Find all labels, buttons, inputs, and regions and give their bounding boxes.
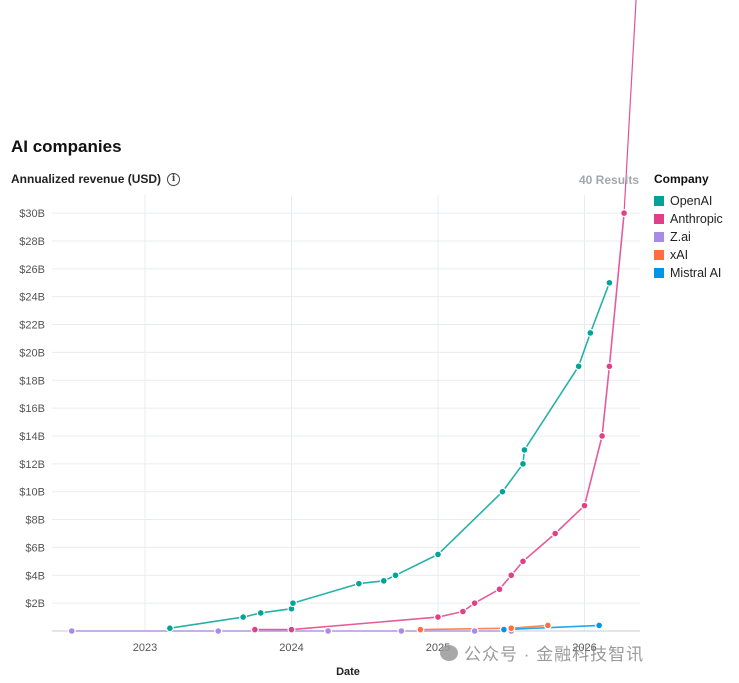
- data-point[interactable]: [470, 626, 479, 635]
- watermark: 公众号 · 金融科技智讯: [440, 640, 644, 665]
- x-tick-label: 2024: [279, 642, 303, 654]
- y-tick-label: $2B: [25, 598, 45, 610]
- data-point[interactable]: [379, 576, 388, 585]
- y-tick-label: $22B: [19, 320, 45, 332]
- legend-label: Anthropic: [670, 212, 723, 226]
- data-point[interactable]: [580, 501, 589, 510]
- data-point[interactable]: [287, 625, 296, 634]
- data-point[interactable]: [165, 624, 174, 633]
- x-tick-label: 2026: [572, 642, 596, 654]
- data-point[interactable]: [605, 278, 614, 287]
- gridlines: [52, 195, 640, 631]
- y-axis: $2B $4B $6B $8B $10B $12B $14B $16B $18B $20B $22B…: [19, 208, 45, 610]
- data-point[interactable]: [551, 529, 560, 538]
- data-point[interactable]: [256, 608, 265, 617]
- y-tick-label: $30B: [19, 208, 45, 220]
- y-tick-label: $4B: [25, 570, 45, 582]
- data-point[interactable]: [620, 209, 629, 218]
- data-point[interactable]: [214, 626, 223, 635]
- legend-label: xAI: [670, 248, 689, 262]
- data-point[interactable]: [354, 579, 363, 588]
- series-line-mistral-ai: [503, 624, 600, 631]
- data-point[interactable]: [498, 487, 507, 496]
- data-point[interactable]: [67, 626, 76, 635]
- metric-label-row: Annualized revenue (USD) i: [11, 172, 181, 186]
- data-point[interactable]: [595, 621, 604, 630]
- data-point[interactable]: [520, 445, 529, 454]
- y-tick-label: $24B: [19, 292, 45, 304]
- y-tick-label: $26B: [19, 264, 45, 276]
- y-tick-label: $12B: [19, 459, 45, 471]
- data-point[interactable]: [518, 557, 527, 566]
- x-axis-title: Date: [336, 666, 360, 678]
- data-point[interactable]: [239, 613, 248, 622]
- data-point[interactable]: [605, 362, 614, 371]
- y-axis-title: Annualized revenue (USD): [11, 172, 162, 186]
- data-point[interactable]: [586, 328, 595, 337]
- legend-label: Z.ai: [670, 230, 691, 244]
- legend-label: Mistral AI: [670, 266, 722, 280]
- chart-title: AI companies: [11, 137, 122, 156]
- data-point[interactable]: [495, 585, 504, 594]
- legend-title: Company: [654, 172, 709, 186]
- legend-item-mistral-ai[interactable]: Mistral AI: [654, 264, 739, 282]
- data-point[interactable]: [507, 571, 516, 580]
- legend-swatch: [654, 268, 664, 278]
- y-tick-label: $16B: [19, 403, 45, 415]
- legend-item-xai[interactable]: xAI: [654, 246, 739, 264]
- data-point[interactable]: [434, 550, 443, 559]
- y-tick-label: $28B: [19, 236, 45, 248]
- data-point[interactable]: [458, 607, 467, 616]
- series-line-openai: [169, 282, 611, 629]
- legend-label: OpenAI: [670, 194, 713, 208]
- y-tick-label: $8B: [25, 515, 45, 527]
- legend-swatch: [654, 214, 664, 224]
- y-tick-label: $18B: [19, 375, 45, 387]
- series-points: [67, 209, 629, 635]
- legend: Company OpenAI Anthropic Z.ai xAI Mistral AI: [654, 172, 739, 282]
- data-point[interactable]: [574, 362, 583, 371]
- data-point[interactable]: [434, 613, 443, 622]
- data-point[interactable]: [416, 625, 425, 634]
- data-point[interactable]: [391, 571, 400, 580]
- legend-item-openai[interactable]: OpenAI: [654, 192, 739, 210]
- y-tick-label: $20B: [19, 347, 45, 359]
- series-line-anthropic: [254, 213, 625, 631]
- data-point[interactable]: [397, 626, 406, 635]
- results-count: 40 Results: [579, 173, 640, 187]
- legend-swatch: [654, 232, 664, 242]
- y-tick-label: $14B: [19, 431, 45, 443]
- legend-swatch: [654, 196, 664, 206]
- info-icon[interactable]: i: [167, 172, 181, 186]
- legend-swatch: [654, 250, 664, 260]
- y-tick-label: $10B: [19, 487, 45, 499]
- data-point[interactable]: [324, 626, 333, 635]
- anthropic-trend-extension: [623, 0, 637, 214]
- data-point[interactable]: [598, 431, 607, 440]
- y-tick-label: $6B: [25, 542, 45, 554]
- data-point[interactable]: [507, 624, 516, 633]
- data-point[interactable]: [250, 625, 259, 634]
- x-tick-label: 2023: [133, 642, 157, 654]
- series-lines: [71, 0, 637, 632]
- data-point[interactable]: [543, 621, 552, 630]
- legend-item-anthropic[interactable]: Anthropic: [654, 210, 739, 228]
- data-point[interactable]: [499, 625, 508, 634]
- watermark-text: 公众号 · 金融科技智讯: [464, 645, 645, 664]
- data-point[interactable]: [470, 599, 479, 608]
- data-point[interactable]: [288, 599, 297, 608]
- legend-item-z-ai[interactable]: Z.ai: [654, 228, 739, 246]
- data-point[interactable]: [518, 459, 527, 468]
- wechat-logo-icon: [440, 644, 458, 661]
